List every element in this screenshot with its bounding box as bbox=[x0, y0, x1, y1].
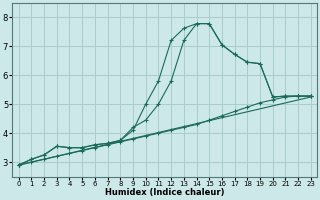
X-axis label: Humidex (Indice chaleur): Humidex (Indice chaleur) bbox=[105, 188, 225, 197]
